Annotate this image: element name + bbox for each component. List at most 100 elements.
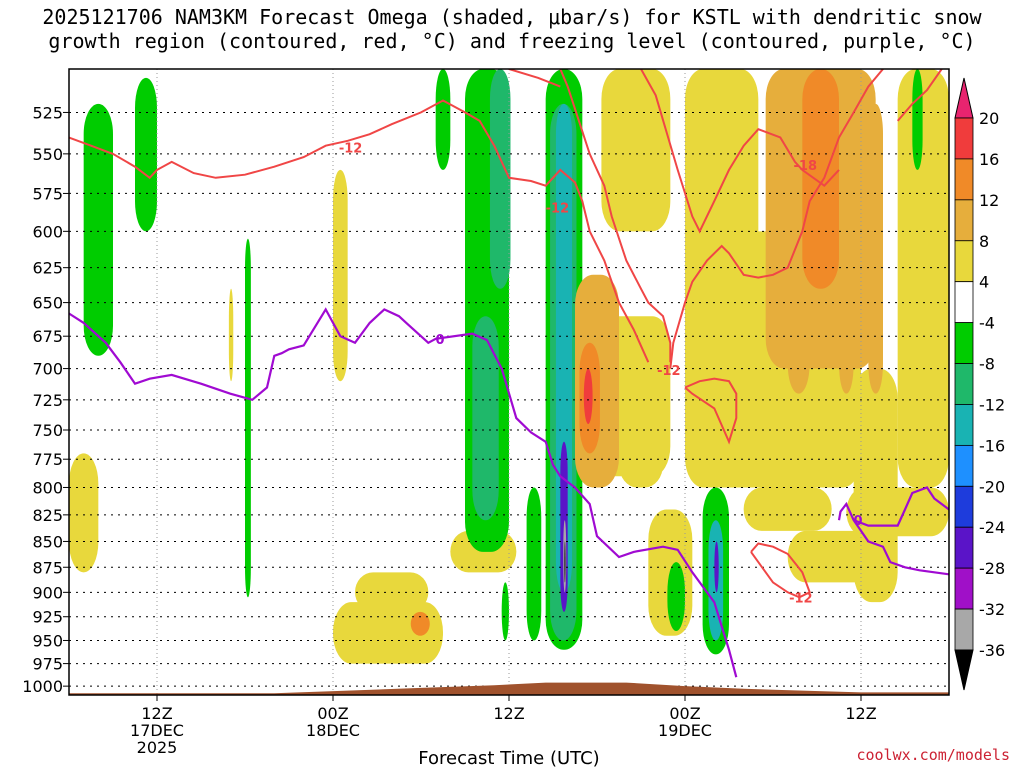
- chart-title-line2: growth region (contoured, red, °C) and f…: [48, 29, 976, 53]
- colorbar-label-6: -8: [979, 355, 995, 374]
- freezing-label-1: 0: [854, 514, 863, 529]
- colorbar-label-0: 20: [979, 109, 999, 128]
- omega-cell-14: [526, 487, 542, 641]
- y-tick-label-575: 575: [32, 184, 63, 203]
- dgz-label-4: -12: [789, 591, 813, 606]
- omega-cell-37: [897, 69, 949, 488]
- dgz-contour-6: [684, 377, 738, 445]
- terrain: [69, 682, 949, 695]
- y-tick-label-775: 775: [32, 450, 63, 469]
- y-tick-label-975: 975: [32, 655, 63, 674]
- omega-cell-47: [435, 69, 451, 170]
- colorbar-label-1: 16: [979, 150, 999, 169]
- omega-cell-1: [135, 77, 157, 232]
- dgz-label-3: -12: [657, 364, 681, 379]
- omega-cell-24: [583, 368, 593, 425]
- omega-cell-12: [489, 69, 511, 289]
- omega-cell-4: [228, 288, 234, 382]
- omega-cell-5: [333, 169, 348, 382]
- chart-title-line1: 2025121706 NAM3KM Forecast Omega (shaded…: [42, 5, 982, 29]
- omega-cell-36: [846, 487, 949, 537]
- freezing-contour-1: [837, 501, 949, 576]
- y-tick-label-800: 800: [32, 478, 63, 497]
- colorbar-label-8: -16: [979, 436, 1005, 455]
- colorbar-swatch-11: [954, 567, 974, 610]
- omega-cell-38: [685, 69, 759, 369]
- x-tick-label-60-0: 12Z: [845, 704, 876, 723]
- omega-cell-13: [501, 582, 509, 641]
- colorbar-label-11: -28: [979, 559, 1005, 578]
- y-tick-label-650: 650: [32, 294, 63, 313]
- omega-cell-31: [714, 541, 719, 593]
- dgz-contour-2: [508, 69, 561, 88]
- x-tick-label-12-1: 17DEC: [130, 721, 184, 740]
- y-tick-label-825: 825: [32, 506, 63, 525]
- dgz-contour-0: [69, 99, 650, 363]
- y-tick-label-725: 725: [32, 391, 63, 410]
- colorbar-swatch-5: [954, 322, 974, 364]
- y-tick-label-925: 925: [32, 608, 63, 627]
- dgz-contour-1: [559, 69, 672, 363]
- colorbar-label-10: -24: [979, 518, 1005, 537]
- omega-cell-0: [83, 103, 113, 356]
- colorbar-label-12: -32: [979, 600, 1005, 619]
- y-axis: 525 550 575 600 625 650 675 700 725 750 775 800 825 8…: [22, 103, 69, 696]
- y-tick-label-600: 600: [32, 222, 63, 241]
- y-tick-label-875: 875: [32, 558, 63, 577]
- colorbar-label-7: -12: [979, 395, 1005, 414]
- colorbar-swatch-12: [954, 608, 974, 651]
- omega-cell-35: [853, 368, 898, 603]
- colorbar-swatch-2: [954, 199, 974, 242]
- y-tick-label-675: 675: [32, 327, 63, 346]
- colorbar-swatch-1: [954, 158, 974, 201]
- colorbar-swatch-10: [954, 526, 974, 569]
- colorbar-swatch-9: [954, 485, 974, 528]
- colorbar-label-5: -4: [979, 314, 995, 333]
- colorbar-label-4: 4: [979, 273, 989, 292]
- colorbar-swatch-0: [954, 117, 974, 160]
- x-tick-label-12-0: 12Z: [141, 704, 172, 723]
- freezing-contour-0: [69, 307, 738, 678]
- x-tick-label-24-0: 00Z: [317, 704, 348, 723]
- omega-cell-20: [564, 541, 566, 583]
- y-tick-label-950: 950: [32, 631, 63, 650]
- freezing-contour-2: [853, 486, 949, 527]
- x-tick-label-48-0: 00Z: [669, 704, 700, 723]
- colorbar-label-13: -36: [979, 641, 1005, 660]
- x-tick-label-36-0: 12Z: [493, 704, 524, 723]
- y-tick-label-850: 850: [32, 532, 63, 551]
- omega-cell-45: [912, 69, 923, 170]
- dgz-contour-7: [750, 542, 811, 599]
- y-tick-label-550: 550: [32, 145, 63, 164]
- omega-shading: [69, 69, 949, 664]
- y-tick-label-625: 625: [32, 259, 63, 278]
- colorbar-top-arrow: [954, 77, 974, 119]
- y-tick-label-700: 700: [32, 360, 63, 379]
- freezing-label-0: 0: [436, 333, 445, 348]
- colorbar-swatch-7: [954, 404, 974, 446]
- omega-cell-43: [787, 288, 810, 394]
- omega-cell-8: [410, 611, 430, 636]
- dgz-contour-4: [669, 69, 884, 369]
- credit-text: coolwx.com/models: [856, 746, 1010, 764]
- dgz-contour-5: [896, 69, 943, 122]
- omega-cell-2: [69, 453, 99, 573]
- dgz-label-2: -18: [794, 159, 818, 174]
- contours: [69, 69, 949, 678]
- dgz-label-0: -12: [339, 141, 363, 156]
- y-tick-label-525: 525: [32, 103, 63, 122]
- omega-cell-42: [839, 288, 854, 394]
- y-tick-label-750: 750: [32, 421, 63, 440]
- x-tick-label-48-1: 19DEC: [658, 721, 712, 740]
- colorbar-bottom-arrow: [954, 649, 974, 691]
- colorbar-swatch-8: [954, 444, 974, 487]
- omega-cell-11: [472, 316, 499, 521]
- y-tick-label-1000: 1000: [22, 677, 63, 696]
- y-tick-label-900: 900: [32, 583, 63, 602]
- dgz-contour-3: [640, 69, 840, 234]
- colorbar-label-3: 8: [979, 232, 989, 251]
- colorbar-label-9: -20: [979, 477, 1005, 496]
- dgz-label-1: -12: [546, 201, 570, 216]
